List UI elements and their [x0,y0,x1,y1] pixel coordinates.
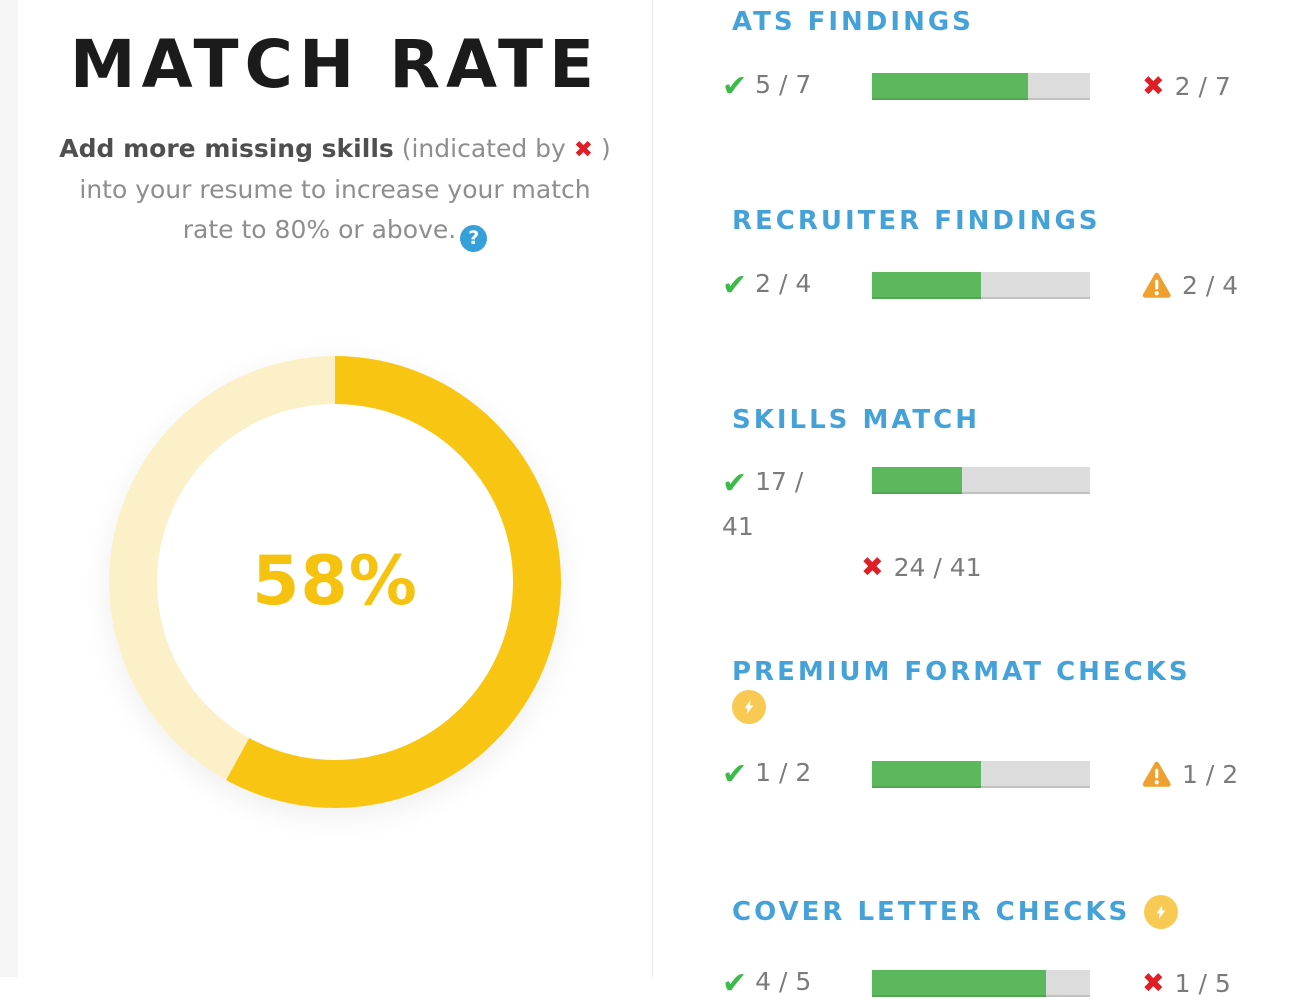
warning-icon [1142,272,1172,299]
pass-count: 1 / 2 [755,758,812,787]
section-title: COVER LETTER CHECKS [732,897,1131,927]
progress-bar-fill [872,272,981,299]
pass-count: 5 / 7 [755,70,812,99]
pass-count: 4 / 5 [755,967,812,996]
score-row: ✔ 17 / 41 [722,461,1302,551]
section-title: SKILLS MATCH [732,405,981,435]
donut-chart-container: 58% [18,355,652,808]
fail-area: 1 / 2 [1142,760,1238,789]
cross-icon: ✖ [1142,71,1165,102]
match-rate-donut: 58% [109,355,561,808]
fail-count: 2 / 7 [1174,72,1231,101]
section-premium-format-checks: PREMIUM FORMAT CHECKS ✔ 1 / 2 1 / 2 [722,656,1302,797]
pass-area: ✔ 4 / 5 [722,961,872,1006]
section-title: PREMIUM FORMAT CHECKS [732,657,1191,687]
fail-count: 1 / 2 [1182,760,1239,789]
lightning-icon[interactable] [732,690,766,724]
section-title: RECRUITER FINDINGS [732,206,1101,236]
donut-hole: 58% [157,403,513,760]
pass-area: ✔ 1 / 2 [722,752,872,797]
check-icon: ✔ [722,69,748,104]
findings-panel: ATS FINDINGS ✔ 5 / 7 ✖ 2 / 7 RECRUITER FIN… [654,0,1302,1006]
progress-bar [872,761,1090,788]
check-icon: ✔ [722,966,748,1001]
score-row: ✔ 5 / 7 ✖ 2 / 7 [722,64,1302,109]
section-skills-match: SKILLS MATCH ✔ 17 / 41 ✖ 24 / 41 [722,404,1302,582]
section-recruiter-findings: RECRUITER FINDINGS ✔ 2 / 4 2 / 4 [722,205,1302,308]
cross-icon: ✖ [861,552,884,583]
fail-area: ✖ 1 / 5 [1142,969,1231,998]
fail-area: ✖ 24 / 41 [861,553,1302,582]
match-rate-title: MATCH RATE [69,26,601,103]
match-rate-panel: MATCH RATE Add more missing skills (indi… [18,0,653,977]
fail-count: 2 / 4 [1182,271,1239,300]
pass-area: ✔ 2 / 4 [722,263,872,308]
score-row: ✔ 1 / 2 1 / 2 [722,752,1302,797]
section-title-row: COVER LETTER CHECKS [722,895,1302,929]
progress-bar-fill [872,467,963,494]
check-icon: ✔ [722,757,748,792]
match-report-page: MATCH RATE Add more missing skills (indi… [0,0,1239,1001]
progress-bar-fill [872,73,1028,100]
warning-icon [1142,761,1172,788]
help-icon[interactable]: ? [460,224,488,252]
progress-bar-fill [872,761,981,788]
lightning-icon[interactable] [1144,895,1179,929]
pass-area: ✔ 17 / 41 [722,461,872,551]
description-paren: ) [593,134,611,164]
score-row: ✔ 4 / 5 ✖ 1 / 5 [722,961,1302,1006]
progress-bar [872,272,1090,299]
section-ats-findings: ATS FINDINGS ✔ 5 / 7 ✖ 2 / 7 [722,6,1302,109]
pass-area: ✔ 5 / 7 [722,64,872,109]
progress-bar [872,970,1090,997]
match-rate-percent: 58% [252,542,418,622]
progress-bar [872,467,1090,494]
pass-count: 17 / 41 [722,467,804,541]
cross-icon: ✖ [1142,968,1165,999]
pass-count: 2 / 4 [755,269,812,298]
score-row: ✔ 2 / 4 2 / 4 [722,263,1302,308]
fail-count: 1 / 5 [1174,969,1231,998]
section-title: ATS FINDINGS [732,7,974,37]
fail-area: ✖ 2 / 7 [1142,72,1231,101]
section-cover-letter-checks: COVER LETTER CHECKS ✔ 4 / 5 ✖ 1 / 5 [722,895,1302,1006]
match-rate-description: Add more missing skills (indicated by ✖ … [55,129,615,252]
check-icon: ✔ [722,466,748,501]
premium-badge-row [732,690,1302,724]
description-mid-text: (indicated by [393,134,574,164]
progress-bar [872,73,1090,100]
cross-icon: ✖ [573,137,594,164]
fail-count: 24 / 41 [893,553,982,582]
page-left-gutter [0,0,18,977]
description-rest-text: into your resume to increase your match … [79,175,591,245]
progress-bar-fill [872,970,1047,997]
fail-area: 2 / 4 [1142,271,1238,300]
description-bold-text: Add more missing skills [59,134,394,164]
check-icon: ✔ [722,268,748,303]
